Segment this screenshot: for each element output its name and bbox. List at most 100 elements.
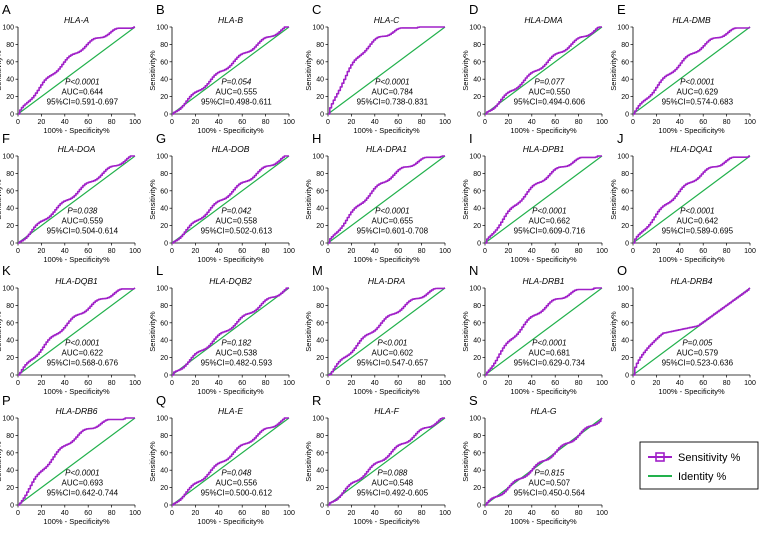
panel-letter: D <box>469 2 478 17</box>
x-tick-label: 100 <box>744 119 756 126</box>
p-value-label: P=0.054 <box>221 77 252 86</box>
roc-panel-M: M HLA-DRA 00 20 20 40 40 60 60 80 80 100 100 100% - S… <box>304 263 451 396</box>
panel-letter: M <box>312 263 323 278</box>
panel-title: HLA-DRB6 <box>55 406 97 416</box>
identity-line <box>17 26 136 115</box>
identity-line <box>327 417 446 506</box>
y-tick-label: 100 <box>617 154 629 161</box>
panel-title: HLA-DQA1 <box>670 144 713 154</box>
roc-panel-F: F HLA-DOA 00 20 20 40 40 60 60 80 80 100 100 100% - S… <box>0 131 141 264</box>
x-tick-label: 20 <box>348 510 356 517</box>
x-tick-label: 100 <box>283 510 295 517</box>
x-tick-label: 0 <box>16 119 20 126</box>
y-tick-label: 0 <box>320 241 324 248</box>
y-tick-label: 60 <box>316 320 324 327</box>
ci-label: 95%CI=0.504-0.614 <box>47 226 119 235</box>
y-tick-label: 100 <box>156 25 168 32</box>
panel-title: HLA-E <box>218 406 243 416</box>
y-tick-label: 20 <box>473 355 481 362</box>
y-tick-label: 100 <box>469 416 481 423</box>
y-tick-label: 0 <box>164 112 168 119</box>
y-tick-label: 100 <box>469 25 481 32</box>
y-tick-label: 100 <box>2 416 14 423</box>
roc-panel-C: C HLA-C 00 20 20 40 40 60 60 80 80 100 100 100% - Spe… <box>304 2 451 135</box>
x-tick-label: 40 <box>215 510 223 517</box>
x-tick-label: 20 <box>505 248 513 255</box>
x-tick-label: 80 <box>723 119 731 126</box>
x-tick-label: 60 <box>551 380 559 387</box>
x-tick-label: 80 <box>262 380 270 387</box>
panel-title: HLA-B <box>218 15 243 25</box>
panel-letter: L <box>156 263 163 278</box>
p-value-label: P<0.0001 <box>65 338 99 347</box>
y-tick-label: 0 <box>625 241 629 248</box>
auc-label: AUC=0.558 <box>216 216 258 225</box>
x-tick-label: 20 <box>38 119 46 126</box>
sensitivity-curve <box>18 155 135 244</box>
sensitivity-curve <box>485 417 603 506</box>
p-value-label: P=0.077 <box>534 77 565 86</box>
sensitivity-curve <box>18 287 136 376</box>
roc-panel-A: A HLA-A 00 20 20 40 40 60 60 80 80 100 100 100% - Spe… <box>0 2 141 135</box>
identity-line <box>327 287 446 376</box>
y-axis-label: Sensitivity% <box>304 179 313 220</box>
x-tick-label: 40 <box>676 380 684 387</box>
panel-letter: K <box>2 263 11 278</box>
auc-label: AUC=0.642 <box>677 216 719 225</box>
x-tick-label: 0 <box>170 510 174 517</box>
x-tick-label: 40 <box>371 119 379 126</box>
x-tick-label: 100 <box>744 380 756 387</box>
y-tick-label: 20 <box>160 485 168 492</box>
identity-line <box>171 155 290 244</box>
y-tick-label: 60 <box>6 320 14 327</box>
x-tick-label: 20 <box>505 510 513 517</box>
y-axis-label: Sensitivity% <box>0 441 3 482</box>
identity-line <box>484 26 603 115</box>
x-tick-label: 20 <box>348 380 356 387</box>
x-axis-label: 100% - Specificity% <box>510 255 577 264</box>
x-tick-label: 0 <box>631 119 635 126</box>
x-tick-label: 60 <box>238 248 246 255</box>
auc-label: AUC=0.507 <box>529 478 571 487</box>
x-tick-label: 100 <box>596 119 608 126</box>
sensitivity-curve <box>18 26 135 115</box>
y-tick-label: 60 <box>6 450 14 457</box>
x-tick-label: 80 <box>723 248 731 255</box>
roc-panel-L: L HLA-DQB2 00 20 20 40 40 60 60 80 80 100 100 100% - … <box>148 263 295 396</box>
panel-letter: G <box>156 131 166 146</box>
y-tick-label: 20 <box>621 355 629 362</box>
y-tick-label: 0 <box>10 241 14 248</box>
y-axis-label: Sensitivity% <box>148 179 157 220</box>
y-tick-label: 20 <box>316 94 324 101</box>
y-axis-label: Sensitivity% <box>0 50 3 91</box>
y-tick-label: 60 <box>316 188 324 195</box>
y-tick-label: 20 <box>473 223 481 230</box>
sensitivity-curve <box>172 26 289 115</box>
x-tick-label: 80 <box>108 510 116 517</box>
y-tick-label: 40 <box>316 338 324 345</box>
p-value-label: P<0.0001 <box>65 77 99 86</box>
x-tick-label: 20 <box>38 380 46 387</box>
y-tick-label: 0 <box>477 503 481 510</box>
x-tick-label: 20 <box>192 248 200 255</box>
x-tick-label: 40 <box>528 119 536 126</box>
legend-swatch-marker <box>655 452 665 462</box>
roc-panel-R: R HLA-F 00 20 20 40 40 60 60 80 80 100 100 100% - Spe… <box>304 393 451 526</box>
y-tick-label: 80 <box>6 433 14 440</box>
auc-label: AUC=0.550 <box>529 87 571 96</box>
y-tick-label: 100 <box>312 416 324 423</box>
y-tick-label: 100 <box>156 286 168 293</box>
x-axis-label: 100% - Specificity% <box>658 126 725 135</box>
x-tick-label: 0 <box>483 119 487 126</box>
y-axis-label: Sensitivity% <box>609 311 618 352</box>
x-tick-label: 100 <box>129 119 141 126</box>
sensitivity-curve <box>18 417 135 506</box>
identity-line <box>171 26 290 115</box>
x-tick-label: 60 <box>699 380 707 387</box>
panel-title: HLA-DOA <box>58 144 96 154</box>
x-axis-label: 100% - Specificity% <box>43 387 110 396</box>
y-tick-label: 20 <box>316 355 324 362</box>
y-axis-label: Sensitivity% <box>148 441 157 482</box>
panel-title: HLA-A <box>64 15 89 25</box>
y-tick-label: 20 <box>473 94 481 101</box>
